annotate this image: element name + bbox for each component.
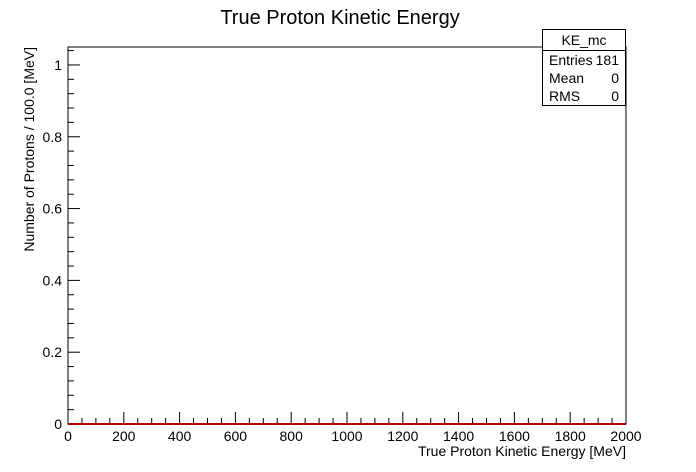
y-tick-label: 0	[54, 416, 62, 432]
stats-rms-value: 0	[611, 88, 619, 104]
y-axis-ticks: 0 0.2 0.4 0.6 0.8 1	[43, 50, 80, 432]
x-tick-label: 2000	[610, 428, 641, 444]
x-axis-label: True Proton Kinetic Energy [MeV]	[418, 443, 626, 459]
y-tick-label: 0.6	[43, 201, 63, 217]
stats-rms-label: RMS	[549, 88, 581, 104]
x-tick-label: 1400	[443, 428, 474, 444]
x-tick-label: 400	[168, 428, 192, 444]
x-tick-label: 200	[112, 428, 136, 444]
y-tick-label: 1	[54, 57, 62, 73]
stats-box: KE_mc Entries 181 Mean 0 RMS 0	[542, 29, 626, 106]
x-tick-label: 600	[224, 428, 248, 444]
stats-mean-label: Mean	[549, 70, 585, 86]
stats-row-rms: RMS 0	[543, 87, 625, 105]
y-axis-label: Number of Protons / 100.0 [MeV]	[21, 47, 37, 252]
y-tick-label: 0.2	[43, 344, 63, 360]
stats-row-mean: Mean 0	[543, 69, 625, 87]
stats-entries-value: 181	[595, 52, 619, 68]
x-tick-label: 800	[280, 428, 304, 444]
stats-entries-label: Entries	[549, 52, 593, 68]
x-tick-label: 1200	[387, 428, 418, 444]
chart-title: True Proton Kinetic Energy	[220, 7, 459, 29]
x-tick-label: 0	[64, 428, 72, 444]
x-tick-label: 1000	[331, 428, 362, 444]
x-axis-ticks: 0 200 400 600 800 1000 1200 1400 1600 1800 2000	[64, 412, 642, 444]
stats-row-entries: Entries 181	[543, 51, 625, 69]
x-tick-label: 1600	[499, 428, 530, 444]
y-tick-label: 0.8	[43, 129, 63, 145]
y-tick-label: 0.4	[43, 272, 63, 288]
stats-mean-value: 0	[611, 70, 619, 86]
x-tick-label: 1800	[555, 428, 586, 444]
stats-title: KE_mc	[543, 30, 625, 51]
